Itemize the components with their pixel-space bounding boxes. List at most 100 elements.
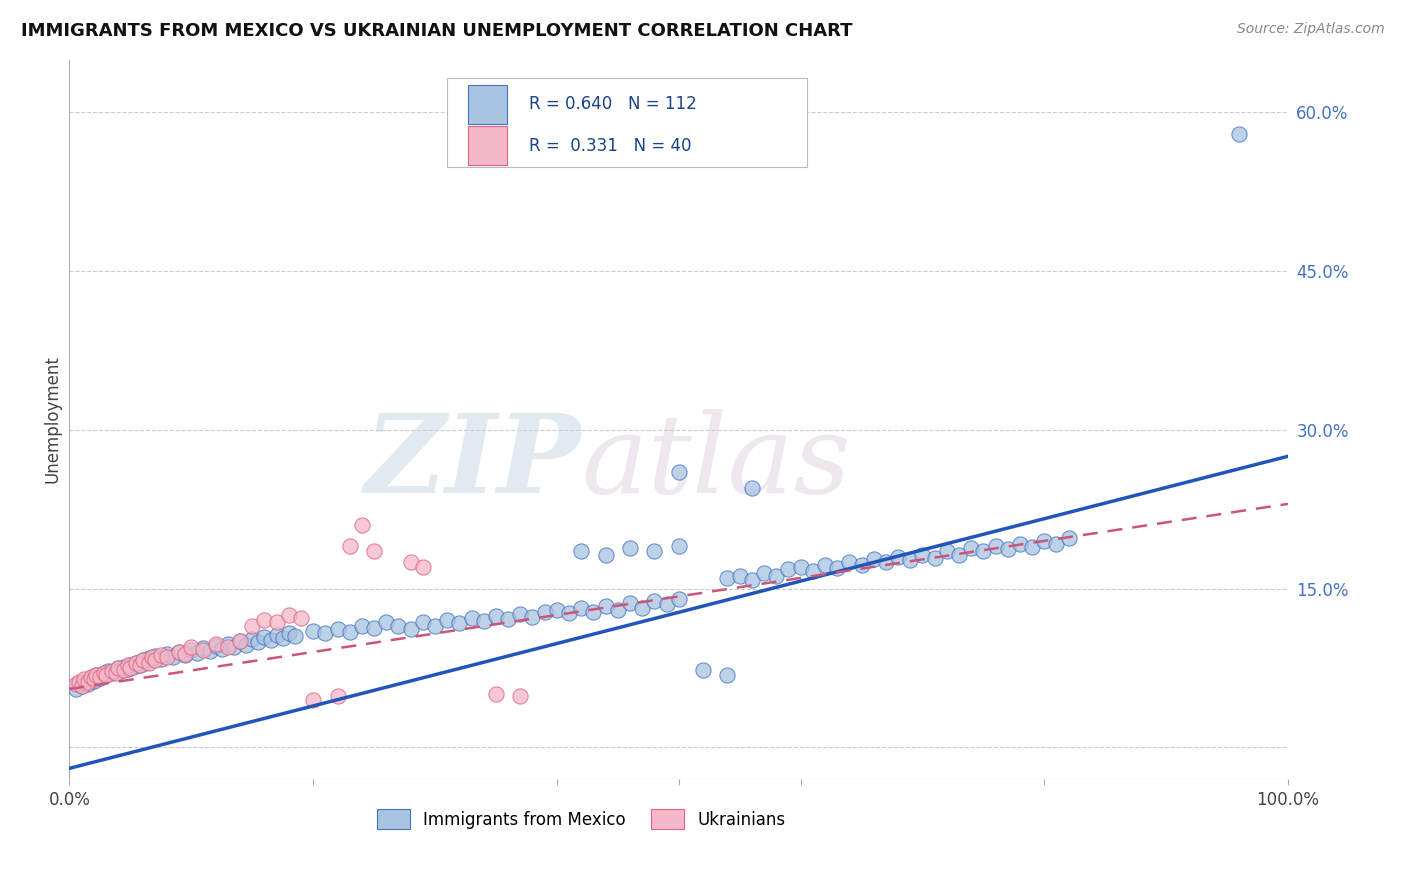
Point [375,615,398,630]
Point [326,622,349,636]
Point [129,657,152,672]
Point [326,690,349,704]
Point [217,640,239,654]
Point [509,690,531,704]
Point [924,550,946,565]
Point [156,650,179,665]
Point [692,663,714,677]
Point [728,569,751,583]
Point [80,670,103,684]
Point [363,544,385,558]
Point [485,687,508,701]
Point [141,650,163,665]
Point [412,615,434,630]
FancyBboxPatch shape [468,85,508,124]
Point [350,618,373,632]
Point [149,652,172,666]
Point [174,647,197,661]
Point [117,657,139,672]
Point [898,553,921,567]
Point [229,634,252,648]
Point [716,571,738,585]
Point [125,656,148,670]
Point [496,612,519,626]
FancyBboxPatch shape [468,126,508,166]
Point [643,594,665,608]
Point [167,645,190,659]
Point [67,676,90,690]
Point [387,618,409,632]
Point [141,653,163,667]
Point [522,610,544,624]
Point [825,561,848,575]
Point [302,624,325,638]
Point [485,609,508,624]
Point [204,639,226,653]
Point [277,607,299,622]
Text: IMMIGRANTS FROM MEXICO VS UKRAINIAN UNEMPLOYMENT CORRELATION CHART: IMMIGRANTS FROM MEXICO VS UKRAINIAN UNEM… [21,22,852,40]
Text: Source: ZipAtlas.com: Source: ZipAtlas.com [1237,22,1385,37]
Point [582,605,605,619]
Point [619,596,641,610]
Point [789,560,811,574]
Point [302,692,325,706]
Point [1008,537,1031,551]
Point [643,544,665,558]
Point [93,666,115,681]
Point [193,640,215,655]
Point [186,646,208,660]
Point [778,562,800,576]
Point [801,564,824,578]
Point [180,640,202,654]
Point [984,539,1007,553]
Point [935,544,957,558]
Point [112,663,135,677]
Point [814,558,837,573]
Point [89,670,111,684]
Point [94,668,117,682]
Point [887,549,910,564]
Point [595,599,617,614]
Point [399,622,422,636]
FancyBboxPatch shape [447,78,807,168]
Point [104,663,127,677]
Point [569,600,592,615]
Point [533,605,555,619]
Point [84,668,107,682]
Point [948,548,970,562]
Point [363,621,385,635]
Point [97,664,120,678]
Point [80,672,103,686]
Point [240,618,263,632]
Point [290,611,312,625]
Point [716,668,738,682]
Text: atlas: atlas [581,409,851,516]
Point [94,668,117,682]
Point [911,548,934,562]
Point [838,555,860,569]
Point [284,629,307,643]
Point [862,552,884,566]
Point [211,641,233,656]
Point [752,566,775,580]
Point [741,481,763,495]
Point [960,541,983,556]
Point [84,668,107,682]
Point [271,632,294,646]
Point [266,615,288,630]
Point [73,673,96,687]
Point [125,656,148,670]
Point [546,602,568,616]
Point [131,653,153,667]
Point [143,653,166,667]
Text: R = 0.640   N = 112: R = 0.640 N = 112 [529,95,696,113]
Point [162,650,184,665]
Point [851,558,873,573]
Point [619,541,641,556]
Point [193,643,215,657]
Point [112,660,135,674]
Point [167,645,190,659]
Point [222,640,245,654]
Point [143,649,166,664]
Point [76,674,98,689]
